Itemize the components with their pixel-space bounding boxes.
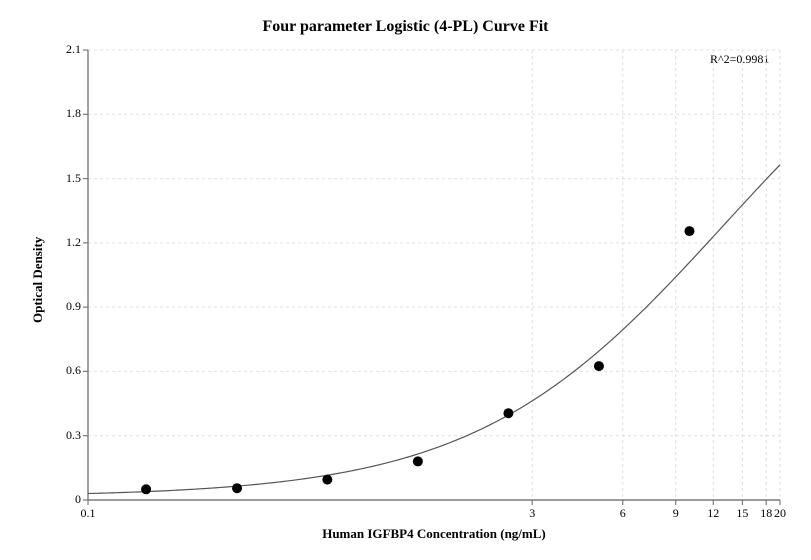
y-tick-label: 2.1 xyxy=(46,42,81,57)
y-tick-label: 0.3 xyxy=(46,428,81,443)
x-tick-label: 20 xyxy=(765,506,795,521)
y-tick-label: 0.6 xyxy=(46,363,81,378)
x-tick-label: 0.1 xyxy=(73,506,103,521)
y-tick-label: 1.2 xyxy=(46,235,81,250)
data-point xyxy=(141,484,151,494)
chart-plot-area xyxy=(0,0,811,560)
data-point xyxy=(594,361,604,371)
x-tick-label: 12 xyxy=(698,506,728,521)
data-point xyxy=(232,483,242,493)
x-tick-label: 6 xyxy=(608,506,638,521)
y-tick-label: 1.5 xyxy=(46,171,81,186)
y-tick-label: 0.9 xyxy=(46,299,81,314)
data-point xyxy=(413,456,423,466)
x-tick-label: 3 xyxy=(517,506,547,521)
y-tick-label: 0 xyxy=(46,492,81,507)
data-point xyxy=(503,408,513,418)
data-point xyxy=(322,475,332,485)
y-tick-label: 1.8 xyxy=(46,106,81,121)
data-point xyxy=(684,226,694,236)
x-tick-label: 9 xyxy=(661,506,691,521)
chart-container: Four parameter Logistic (4-PL) Curve Fit… xyxy=(0,0,811,560)
